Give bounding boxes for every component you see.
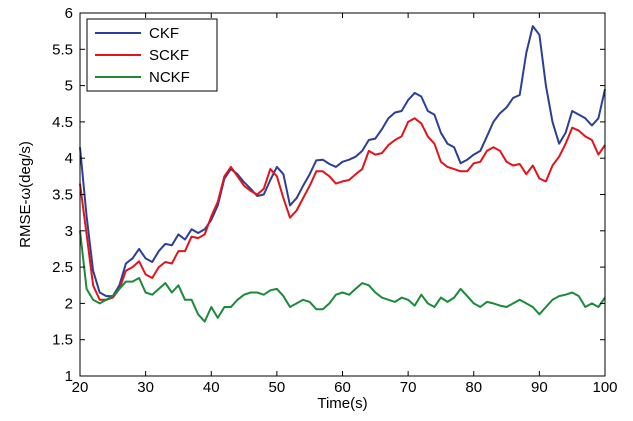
x-axis-label: Time(s) (317, 395, 367, 412)
axis-tick-labels: 20 30 40 50 60 70 80 90 100 1 1.5 2 2.5 3 3.5 4 4.5 5 5.5 6 (52, 5, 617, 396)
legend-label-nckf: NCKF (149, 69, 190, 86)
y-tick-label: 2 (65, 295, 73, 312)
legend-label-ckf: CKF (149, 25, 179, 42)
x-tick-label: 30 (137, 379, 154, 396)
y-tick-label: 1 (65, 368, 73, 385)
y-tick-label: 6 (65, 5, 73, 22)
x-tick-label: 60 (334, 379, 351, 396)
x-tick-label: 50 (269, 379, 286, 396)
y-tick-label: 3 (65, 223, 73, 240)
x-tick-label: 100 (592, 379, 617, 396)
series-line-sckf (79, 117, 606, 301)
y-tick-label: 3.5 (52, 187, 73, 204)
x-tick-label: 80 (465, 379, 482, 396)
y-axis-label: RMSE-ω(deg/s) (17, 141, 34, 248)
x-tick-label: 40 (203, 379, 220, 396)
x-tick-label: 90 (531, 379, 548, 396)
y-tick-label: 5 (65, 78, 73, 95)
series-layer (79, 25, 606, 323)
y-tick-label: 2.5 (52, 259, 73, 276)
legend: CKF SCKF NCKF (86, 18, 218, 92)
y-tick-label: 1.5 (52, 332, 73, 349)
y-tick-label: 4 (65, 150, 73, 167)
x-tick-label: 70 (400, 379, 417, 396)
series-line-ckf (79, 25, 606, 298)
axis-ticks (79, 12, 606, 377)
legend-label-sckf: SCKF (149, 47, 189, 64)
y-tick-label: 4.5 (52, 114, 73, 131)
series-line-nckf (79, 230, 606, 323)
y-tick-label: 5.5 (52, 41, 73, 58)
x-tick-label: 20 (72, 379, 89, 396)
